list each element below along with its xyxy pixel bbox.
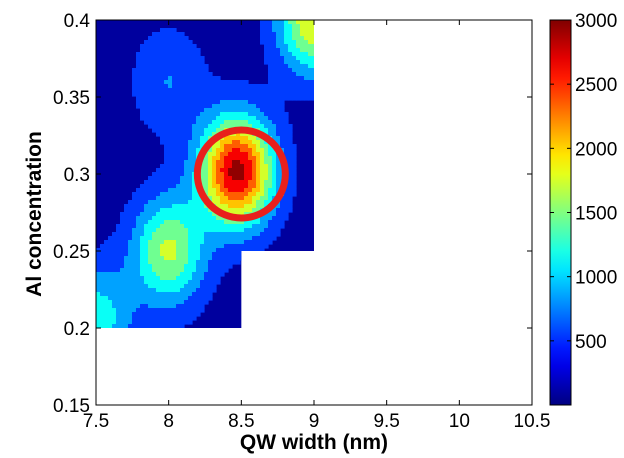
x-tick-label: 10 bbox=[449, 411, 470, 432]
x-tick-label: 9 bbox=[309, 411, 320, 432]
colorbar-tick-label: 3000 bbox=[575, 11, 617, 32]
colorbar-tick-label: 500 bbox=[575, 332, 607, 353]
x-tick-label: 10.5 bbox=[514, 411, 551, 432]
y-tick-label: 0.25 bbox=[53, 242, 90, 263]
x-tick-label: 9.5 bbox=[373, 411, 399, 432]
y-axis-label: Al concentration bbox=[23, 131, 46, 297]
x-axis-label: QW width (nm) bbox=[240, 431, 388, 454]
colorbar-tick-label: 2000 bbox=[575, 139, 617, 160]
x-tick-label: 7.5 bbox=[83, 411, 109, 432]
highlight-circle bbox=[193, 126, 289, 222]
y-tick-label: 0.2 bbox=[64, 319, 90, 340]
colorbar-tick-label: 1500 bbox=[575, 204, 617, 225]
colorbar-gradient bbox=[550, 20, 571, 405]
y-tick-label: 0.15 bbox=[53, 396, 90, 417]
plot-area: 7.5 8 8.5 9 9.5 10 10.5 0.15 0.2 0.25 0.3 0.35 0.4 bbox=[53, 11, 550, 432]
colorbar-tick-label: 2500 bbox=[575, 75, 617, 96]
contour-fill bbox=[96, 20, 314, 328]
x-tick-label: 8.5 bbox=[228, 411, 254, 432]
y-tick-label: 0.4 bbox=[64, 11, 91, 32]
colorbar-tick-label: 1000 bbox=[575, 268, 617, 289]
y-tick-label: 0.3 bbox=[64, 165, 90, 186]
y-tick-label: 0.35 bbox=[53, 88, 90, 109]
colorbar: 500 1000 1500 2000 2500 3000 bbox=[549, 11, 617, 406]
x-tick-label: 8 bbox=[163, 411, 174, 432]
